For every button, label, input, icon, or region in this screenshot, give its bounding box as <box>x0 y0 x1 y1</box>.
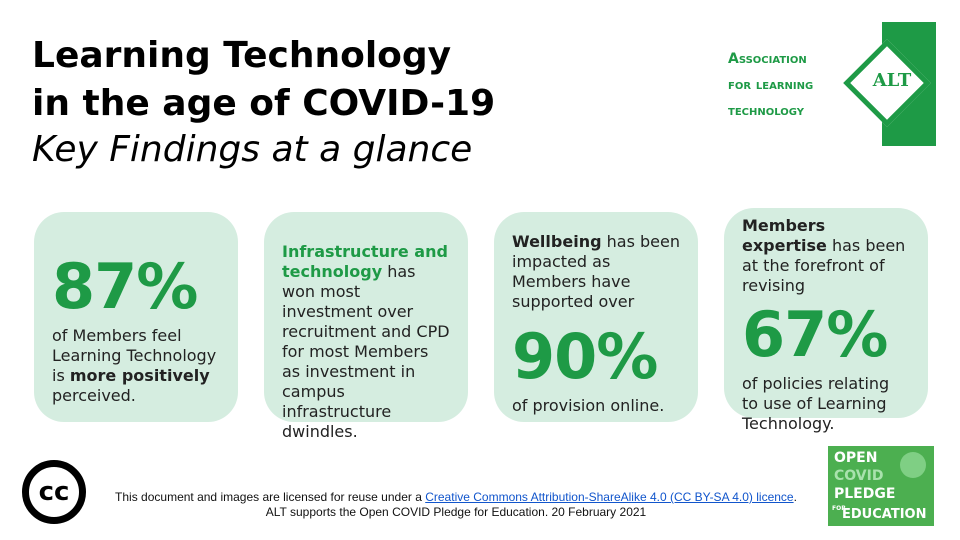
open-covid-pledge-badge: OPEN COVID PLEDGE FOR EDUCATION <box>828 446 934 526</box>
finding-lead: Members expertise has been at the forefr… <box>742 216 910 296</box>
page-subtitle: Key Findings at a glance <box>32 129 473 170</box>
creative-commons-icon: cc <box>22 460 86 524</box>
pledge-education: EDUCATION <box>842 507 927 522</box>
finding-text-emphasis: Members expertise <box>742 216 827 255</box>
finding-text-part: of Members feel Learning Technology is <box>52 326 217 385</box>
finding-text-part: perceived. <box>52 386 136 405</box>
license-footer: This document and images are licensed fo… <box>96 490 816 520</box>
title-line-1: Learning Technology <box>32 35 452 76</box>
finding-text: of Members feel Learning Technology is m… <box>52 326 220 406</box>
virus-icon <box>900 452 926 478</box>
title-line-2: in the age of COVID-19 <box>32 83 496 124</box>
stat-value: 67% <box>742 298 888 371</box>
alt-logo-mark: ALT <box>872 70 912 91</box>
alt-logo-line-1: Association <box>728 51 807 67</box>
alt-logo-wordmark: Association for learning technology <box>728 46 813 124</box>
alt-logo-line-3: technology <box>728 103 804 119</box>
finding-text-highlight: Infrastructure and technology <box>282 242 448 281</box>
finding-tail: of policies relating to use of Learning … <box>742 374 890 433</box>
finding-card-expertise: Members expertise has been at the forefr… <box>724 208 928 433</box>
finding-card-infrastructure: Infrastructure and technology has won mo… <box>264 212 468 441</box>
finding-text-part: has been impacted as Members have suppor… <box>512 232 680 311</box>
pledge-statement: ALT supports the Open COVID Pledge for E… <box>265 505 647 519</box>
alt-logo-line-2: for learning <box>728 77 814 93</box>
finding-text-part: has won most investment over recruitment… <box>282 262 450 441</box>
license-link[interactable]: Creative Commons Attribution-ShareAlike … <box>425 490 794 504</box>
license-text: This document and images are licensed fo… <box>115 490 426 504</box>
pledge-covid: COVID <box>834 468 884 484</box>
stat-value: 90% <box>512 320 658 393</box>
alt-logo: Association for learning technology ALT <box>724 22 936 146</box>
pledge-open: OPEN <box>834 450 878 466</box>
finding-card-perception: 87% of Members feel Learning Technology … <box>34 212 238 422</box>
finding-text-part: has been at the forefront of revising <box>742 236 906 295</box>
finding-text-emphasis: more positively <box>69 366 210 385</box>
finding-text: Infrastructure and technology has won mo… <box>282 242 450 442</box>
finding-tail: of provision online. <box>512 396 665 415</box>
license-text: . <box>793 490 797 504</box>
pledge-for: FOR <box>832 505 846 512</box>
finding-card-wellbeing: Wellbeing has been impacted as Members h… <box>494 212 698 422</box>
license-line: This document and images are licensed fo… <box>96 490 816 505</box>
stat-value: 87% <box>52 250 198 323</box>
finding-text-emphasis: Wellbeing <box>512 232 602 251</box>
creative-commons-mark: cc <box>38 477 70 507</box>
page-title: Learning Technology in the age of COVID-… <box>32 32 495 128</box>
finding-lead: Wellbeing has been impacted as Members h… <box>512 232 680 312</box>
pledge-pledge: PLEDGE <box>834 486 896 502</box>
